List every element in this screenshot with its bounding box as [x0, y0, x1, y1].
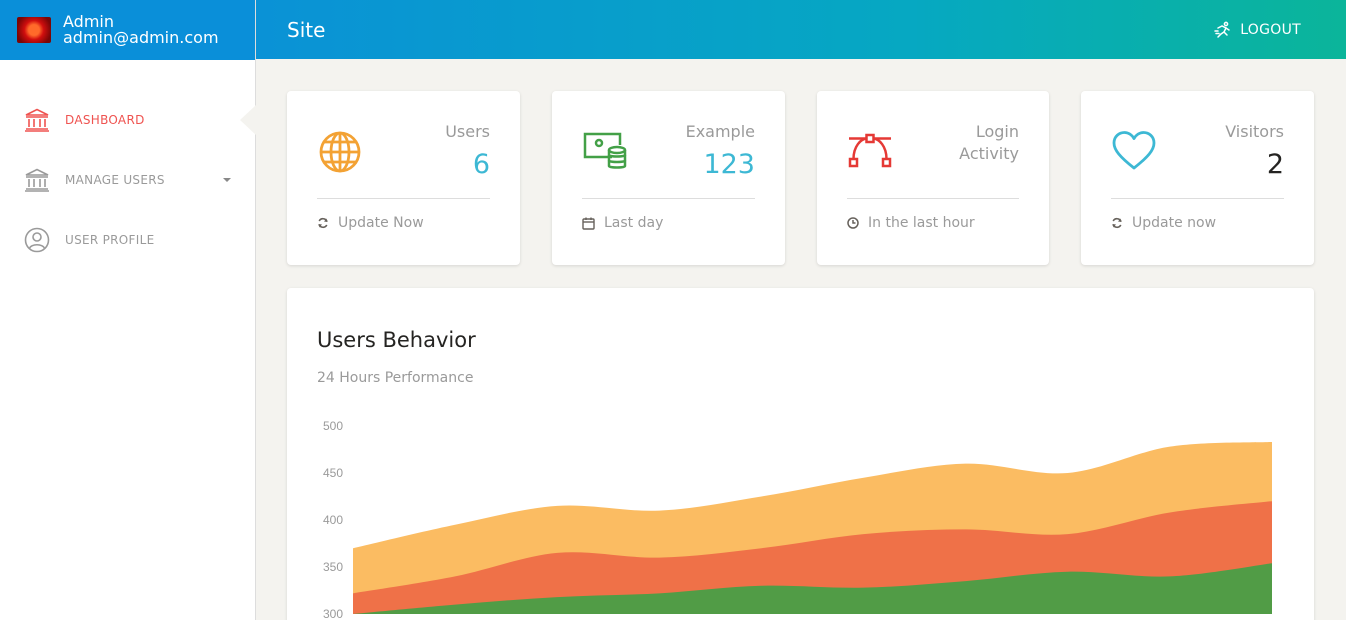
users-behavior-chart: 300 350 400 450 500 — [323, 419, 1272, 620]
money-coins-icon — [582, 129, 628, 175]
card-category: Users — [445, 122, 490, 141]
y-tick-label: 400 — [323, 513, 343, 527]
page-title: Site — [287, 17, 326, 42]
y-tick-label: 500 — [323, 419, 343, 433]
user-email: admin@admin.com — [63, 28, 219, 47]
logout-button[interactable]: LOGOUT — [1214, 21, 1301, 39]
card-value: 2 — [1266, 149, 1284, 180]
user-name: Admin — [63, 12, 114, 31]
active-indicator — [240, 105, 256, 135]
card-footer-label: Update Now — [338, 215, 424, 231]
divider — [847, 198, 1019, 199]
divider — [582, 198, 755, 199]
card-value: 123 — [703, 149, 755, 180]
chart-subtitle: 24 Hours Performance — [317, 370, 474, 386]
card-footer[interactable]: Update now — [1111, 215, 1216, 231]
heart-icon — [1111, 129, 1157, 175]
chart-title: Users Behavior — [317, 328, 476, 352]
stat-card-visitors: Visitors 2 Update now — [1081, 91, 1314, 265]
stat-card-login-activity: Login Activity In the last hour — [817, 91, 1049, 265]
users-behavior-card: Users Behavior 24 Hours Performance 300 3… — [287, 288, 1314, 620]
card-footer-label: In the last hour — [868, 215, 975, 231]
bank-icon — [24, 107, 50, 133]
stat-card-users: Users 6 Update Now — [287, 91, 520, 265]
user-circle-icon — [24, 227, 50, 253]
card-value: 6 — [472, 149, 490, 180]
sidebar: Admin admin@admin.com DASHBOARD MANAGE U… — [0, 0, 256, 620]
sidebar-item-label: USER PROFILE — [65, 233, 155, 247]
avatar[interactable] — [17, 17, 51, 43]
card-footer[interactable]: In the last hour — [847, 215, 975, 231]
sidebar-item-manage-users[interactable]: MANAGE USERS — [0, 150, 255, 210]
bank-icon — [24, 167, 50, 193]
refresh-icon — [318, 217, 328, 229]
card-footer-label: Update now — [1132, 215, 1217, 231]
calendar-icon — [582, 217, 595, 230]
y-tick-label: 450 — [323, 466, 343, 480]
caret-down-icon[interactable] — [223, 178, 231, 182]
globe-icon — [317, 129, 363, 175]
top-navbar: Site LOGOUT — [256, 0, 1346, 59]
sidebar-item-user-profile[interactable]: USER PROFILE — [0, 210, 255, 270]
running-icon — [1214, 21, 1230, 38]
divider — [1111, 198, 1284, 199]
card-category: Example — [685, 122, 755, 141]
clock-icon — [847, 217, 859, 229]
card-category: Login Activity — [959, 122, 1019, 163]
divider — [317, 198, 490, 199]
area-series-2 — [353, 563, 1272, 614]
y-tick-label: 350 — [323, 560, 343, 574]
refresh-icon — [1112, 217, 1122, 229]
card-footer-label: Last day — [604, 215, 664, 231]
sidebar-item-label: DASHBOARD — [65, 113, 145, 127]
card-category: Visitors — [1225, 122, 1284, 141]
sidebar-item-dashboard[interactable]: DASHBOARD — [0, 90, 256, 150]
sidebar-brand[interactable]: Admin admin@admin.com — [0, 0, 255, 60]
card-footer[interactable]: Last day — [582, 215, 663, 231]
y-tick-label: 300 — [323, 607, 343, 620]
sidebar-nav: DASHBOARD MANAGE USERS USER PROFILE — [0, 60, 256, 270]
card-footer[interactable]: Update Now — [317, 215, 424, 231]
stat-card-example: Example 123 Last day — [552, 91, 785, 265]
logout-label: LOGOUT — [1240, 21, 1301, 38]
sidebar-item-label: MANAGE USERS — [65, 173, 165, 187]
vector-icon — [847, 129, 893, 175]
